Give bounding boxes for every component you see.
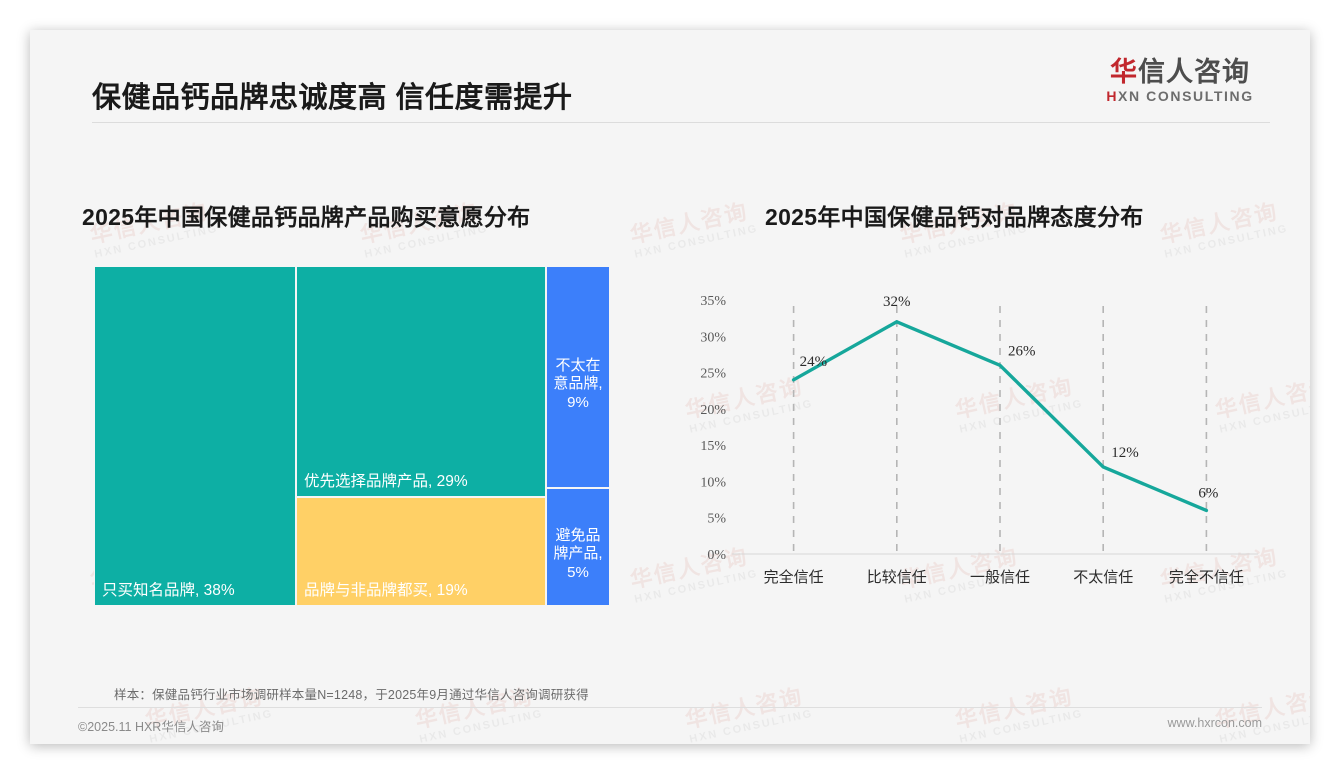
y-axis-tick-label: 30%: [700, 330, 726, 345]
page-title: 保健品钙品牌忠诚度高 信任度需提升: [92, 82, 573, 114]
watermark-english: HXN CONSULTING: [418, 707, 545, 744]
treemap-tile-label: 品牌与非品牌都买, 19%: [304, 581, 468, 599]
slide-header: 保健品钙品牌忠诚度高 信任度需提升 华信人咨询 HXN CONSULTING: [30, 30, 1310, 123]
y-axis-tick-label: 10%: [700, 475, 726, 490]
watermark-chinese: 华信人咨询: [627, 198, 751, 248]
y-axis-tick-label: 25%: [700, 367, 726, 382]
website-url: www.hxrcon.com: [1167, 716, 1262, 730]
data-point-label: 32%: [883, 294, 911, 310]
treemap-tile-label: 优先选择品牌产品, 29%: [304, 472, 468, 490]
treemap-tile-label: 只买知名品牌, 38%: [102, 581, 235, 599]
treemap-tile-label: 不太在意品牌, 9%: [553, 357, 603, 411]
data-point-label: 6%: [1198, 485, 1218, 501]
logo-chinese-text: 华信人咨询: [1090, 58, 1270, 86]
treemap-tile[interactable]: 品牌与非品牌都买, 19%: [296, 497, 546, 606]
y-axis-tick-label: 15%: [700, 439, 726, 454]
treemap-tile[interactable]: 只买知名品牌, 38%: [94, 266, 296, 606]
logo-en-rest: XN CONSULTING: [1118, 88, 1254, 105]
purchase-intent-treemap: 只买知名品牌, 38% 优先选择品牌产品, 29% 品牌与非品牌都买, 19% 不太在…: [94, 266, 610, 606]
header-divider: [92, 122, 1270, 123]
data-point-label: 26%: [1008, 343, 1036, 359]
treemap-tile[interactable]: 优先选择品牌产品, 29%: [296, 266, 546, 497]
watermark-english: HXN CONSULTING: [688, 707, 815, 744]
x-axis-tick-label: 一般信任: [970, 569, 1030, 586]
logo-english-text: HXN CONSULTING: [1090, 88, 1270, 104]
line-chart-svg: 0% 5% 10% 15% 20% 25% 30% 35% 24% 32% 26% 12% 6% 完全信任…: [700, 294, 1258, 586]
y-axis-tick-label: 20%: [700, 403, 726, 418]
sample-footnote: 样本：保健品钙行业市场调研样本量N=1248，于2025年9月通过华信人咨询调研…: [114, 688, 589, 702]
data-series-line[interactable]: [791, 320, 1209, 513]
treemap-chart-title: 2025年中国保健品钙品牌产品购买意愿分布: [82, 204, 531, 230]
logo-cn-rest: 信人咨询: [1138, 57, 1250, 87]
y-axis-tick-label: 35%: [700, 294, 726, 309]
x-axis-tick-label: 比较信任: [867, 568, 927, 586]
logo-en-first: H: [1106, 88, 1119, 105]
watermark-chinese: 华信人咨询: [1157, 198, 1281, 248]
line-chart-title: 2025年中国保健品钙对品牌态度分布: [765, 204, 1144, 230]
watermark-english: HXN CONSULTING: [1163, 222, 1290, 261]
watermark-english: HXN CONSULTING: [633, 222, 760, 261]
data-point-label: 24%: [800, 354, 828, 370]
watermark-english: HXN CONSULTING: [958, 707, 1085, 744]
logo-cn-first: 华: [1110, 57, 1138, 87]
treemap-tile[interactable]: 避免品牌产品, 5%: [546, 488, 610, 606]
data-point-label: 12%: [1111, 445, 1139, 461]
x-axis-tick-label: 完全不信任: [1169, 568, 1244, 586]
x-axis-tick-label: 完全信任: [764, 568, 824, 586]
treemap-tile-label: 避免品牌产品, 5%: [553, 527, 603, 581]
company-logo: 华信人咨询 HXN CONSULTING: [1090, 58, 1270, 105]
slide-canvas: 华信人咨询 HXN CONSULTING 华信人咨询 HXN CONSULTING 华信…: [30, 30, 1310, 744]
treemap-tile[interactable]: 不太在意品牌, 9%: [546, 266, 610, 488]
x-axis-tick-label: 不太信任: [1073, 569, 1133, 586]
copyright-text: ©2025.11 HXR华信人咨询: [78, 720, 224, 734]
brand-attitude-line-chart: 0% 5% 10% 15% 20% 25% 30% 35% 24% 32% 26% 12% 6% 完全信任…: [660, 266, 1280, 616]
footer-divider: [78, 707, 1262, 708]
y-axis-tick-label: 0%: [707, 548, 726, 563]
y-axis-tick-label: 5%: [707, 512, 726, 527]
